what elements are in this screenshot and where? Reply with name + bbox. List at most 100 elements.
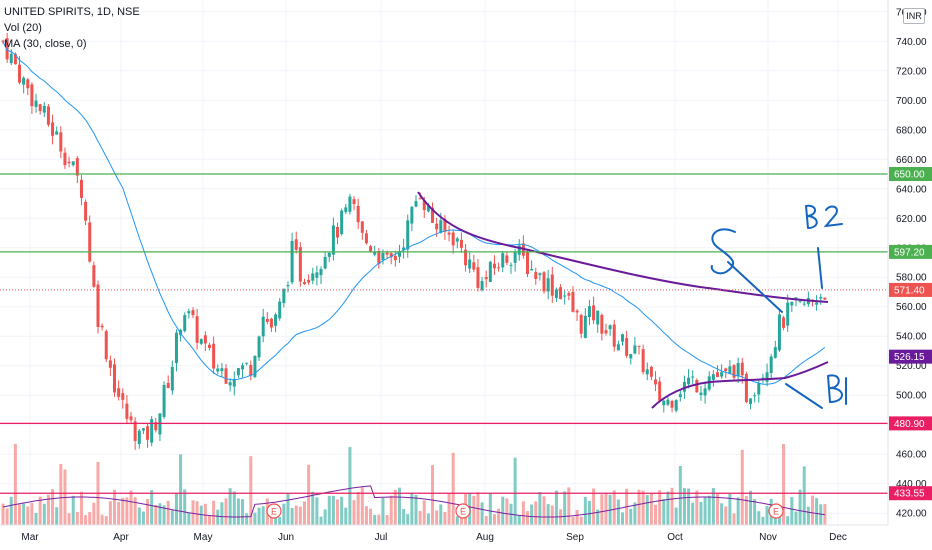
y-tick-label: 700.00 <box>896 96 927 107</box>
candle-body <box>393 255 397 261</box>
volume-bar <box>199 505 203 525</box>
volume-bar <box>431 465 435 525</box>
candle-body <box>13 53 17 65</box>
volume-bar <box>753 499 757 525</box>
volume-bar <box>554 490 558 525</box>
volume-bar <box>538 492 542 525</box>
volume-bar <box>517 515 521 525</box>
volume-bar <box>505 498 509 525</box>
candle-body <box>241 365 245 370</box>
volume-bar <box>542 496 546 525</box>
volume-bar <box>224 498 228 525</box>
volume-bar <box>121 497 125 525</box>
candle-body <box>509 264 513 266</box>
candle-body <box>397 251 401 257</box>
volume-bar <box>765 505 769 525</box>
y-tick-label: 720.00 <box>896 66 927 77</box>
candle-body <box>736 363 740 377</box>
volume-bar <box>757 511 761 525</box>
x-tick-label: Dec <box>829 532 847 543</box>
candle-body <box>331 225 335 255</box>
volume-bar <box>728 493 732 525</box>
candle-body <box>203 335 207 344</box>
volume-bar <box>579 516 583 525</box>
volume-bar <box>179 454 183 525</box>
candle-body <box>208 344 211 348</box>
candle-body <box>435 223 439 230</box>
volume-bar <box>216 509 220 525</box>
volume-bar <box>232 491 236 525</box>
y-tick-label: 560.00 <box>896 302 927 313</box>
candle-body <box>604 330 608 334</box>
volume-bar <box>51 489 55 525</box>
candle-body <box>100 325 104 328</box>
candle-body <box>633 345 637 354</box>
candle-body <box>290 240 294 283</box>
volume-bar <box>208 515 211 525</box>
candle-body <box>96 284 100 328</box>
candle-body <box>336 226 340 238</box>
volume-bar <box>117 502 121 525</box>
candle-body <box>554 289 558 299</box>
candle-body <box>71 161 75 166</box>
candle-body <box>765 372 769 382</box>
candle-body <box>600 314 604 334</box>
x-tick-label: Jun <box>278 532 294 543</box>
candle-body <box>137 430 141 444</box>
volume-bar <box>513 457 517 525</box>
volume-bar <box>402 509 406 525</box>
candle-body <box>596 310 600 325</box>
volume-bar <box>336 499 340 525</box>
candle-body <box>5 38 9 60</box>
candle-body <box>9 53 13 64</box>
candle-body <box>278 301 282 319</box>
candle-body <box>166 382 170 389</box>
volume-bar <box>530 504 534 525</box>
candle-body <box>443 218 447 232</box>
volume-bar <box>414 495 418 525</box>
candle-body <box>484 277 488 280</box>
candle-body <box>422 200 426 211</box>
candle-body <box>319 269 323 276</box>
candle-body <box>447 232 451 235</box>
volume-bar <box>42 503 46 525</box>
candle-body <box>220 368 224 372</box>
candle-body <box>530 268 534 271</box>
candle-body <box>629 354 633 359</box>
candle-body <box>451 232 455 246</box>
x-tick-label: Aug <box>476 532 494 543</box>
volume-bar <box>435 510 439 525</box>
handwriting-s <box>710 228 783 313</box>
volume-bar <box>422 500 426 525</box>
volume-bar <box>34 512 38 525</box>
volume-bar <box>740 449 744 525</box>
volume-bar <box>13 443 17 525</box>
legend-volume: Vol (20) <box>4 22 42 34</box>
volume-bar <box>633 502 637 525</box>
volume-bar <box>604 492 608 525</box>
currency-button[interactable]: INR <box>903 8 925 24</box>
volume-bar <box>707 495 711 525</box>
candle-body <box>150 419 154 443</box>
candle-body <box>377 251 381 265</box>
candle-body <box>51 122 55 136</box>
volume-bar <box>621 512 624 525</box>
volume-bar <box>253 512 257 525</box>
volume-bar <box>55 507 59 525</box>
candle-body <box>625 338 629 356</box>
y-tick-label: 520.00 <box>896 361 927 372</box>
volume-bar <box>674 507 678 525</box>
volume-bar <box>298 506 302 525</box>
candle-body <box>274 314 278 326</box>
volume-bar <box>393 489 397 525</box>
volume-ma-line <box>2 485 825 518</box>
volume-bar <box>261 506 265 525</box>
volume-bar <box>323 509 327 525</box>
volume-bar <box>38 496 42 525</box>
candle-body <box>18 64 22 83</box>
candle-body <box>513 251 517 263</box>
candle-body <box>92 265 96 287</box>
volume-bar <box>79 491 83 525</box>
